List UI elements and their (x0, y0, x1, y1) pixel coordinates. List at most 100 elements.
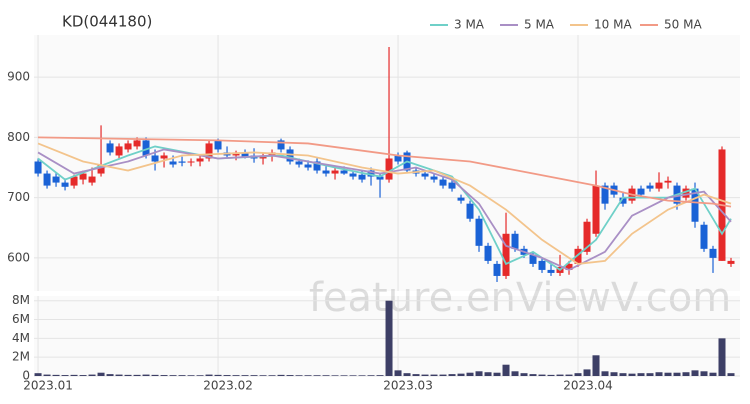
volume-bar (178, 375, 186, 376)
volume-bar (727, 373, 735, 376)
volume-bar (502, 364, 510, 376)
candle-body (43, 173, 51, 186)
candle-body (385, 158, 393, 180)
candle-body (88, 176, 96, 183)
candle-body (142, 140, 150, 156)
candle-body (178, 161, 186, 163)
candle-body (502, 233, 510, 276)
candle-body (313, 161, 321, 171)
volume-bar (304, 375, 312, 376)
volume-bar (259, 375, 267, 376)
x-tick-label: 2023.02 (203, 379, 253, 393)
volume-bar (664, 372, 672, 376)
volume-bar (403, 373, 411, 376)
candle-body (214, 140, 222, 150)
volume-bar (160, 375, 168, 376)
volume-bar (421, 374, 429, 376)
chart-title: KD(044180) (62, 13, 152, 31)
candle-body (664, 180, 672, 183)
candle-body (358, 174, 366, 180)
volume-bar (718, 338, 726, 376)
volume-bar (601, 371, 609, 376)
candle-body (367, 170, 375, 177)
candle-body (574, 248, 582, 264)
volume-bar (610, 372, 618, 376)
candle-body (691, 188, 699, 222)
volume-bar (367, 375, 375, 376)
volume-bar (79, 375, 87, 376)
candle-body (349, 173, 357, 177)
volume-bar (97, 372, 105, 376)
volume-bar (268, 375, 276, 376)
candle-body (592, 185, 600, 234)
candle-body (187, 161, 195, 163)
legend-label: 50 MA (664, 18, 702, 32)
candle-body (322, 170, 330, 174)
y2-tick-label: 6M (12, 312, 30, 326)
watermark: feature.enViewV.com (309, 275, 731, 321)
volume-bar (565, 374, 573, 376)
candle-body (538, 260, 546, 270)
candle-body (376, 176, 384, 180)
candle-body (97, 164, 105, 174)
candle-body (295, 161, 303, 165)
volume-bar (376, 375, 384, 376)
volume-bar (592, 355, 600, 376)
volume-bar (448, 374, 456, 376)
y2-tick-label: 0 (22, 369, 30, 383)
candle-body (115, 146, 123, 156)
candle-body (52, 176, 60, 183)
candle-body (34, 161, 42, 174)
volume-bar (169, 375, 177, 376)
candle-body (655, 182, 663, 189)
x-tick-label: 2023.03 (383, 379, 433, 393)
volume-bar (43, 374, 51, 376)
volume-bar (385, 300, 393, 376)
volume-bar (430, 374, 438, 376)
candle-body (286, 149, 294, 162)
candle-body (583, 221, 591, 252)
volume-bar (205, 374, 213, 376)
volume-bar (286, 375, 294, 376)
volume-bar (691, 370, 699, 376)
candle-body (61, 182, 69, 187)
volume-bar (511, 371, 519, 376)
volume-bar (250, 375, 258, 376)
ma-line (38, 136, 732, 208)
candle-body (160, 155, 168, 159)
volume-bar (61, 375, 69, 376)
volume-bar (673, 372, 681, 376)
volume-bar (196, 375, 204, 376)
candle-body (727, 260, 735, 264)
candle-body (646, 185, 654, 189)
volume-bar (52, 374, 60, 376)
volume-bar (349, 375, 357, 376)
candle-body (151, 155, 159, 162)
candle-body (205, 143, 213, 159)
candle-body (457, 197, 465, 201)
ma-line (37, 142, 732, 265)
volume-bar (709, 372, 717, 376)
volume-bar (457, 373, 465, 376)
legend-label: 5 MA (524, 18, 555, 32)
candle-body (79, 173, 87, 180)
candle-body (124, 143, 132, 150)
volume-bar (628, 373, 636, 376)
volume-bar (277, 374, 285, 376)
volume-bar (394, 370, 402, 376)
y-tick-label: 700 (7, 190, 30, 204)
candle-body (484, 245, 492, 261)
candle-body (529, 254, 537, 264)
candle-body (682, 188, 690, 198)
volume-bar (538, 374, 546, 376)
x-tick-label: 2023.04 (563, 379, 613, 393)
y2-tick-label: 2M (12, 350, 30, 364)
candle-body (601, 185, 609, 204)
volume-bar (70, 374, 78, 376)
volume-bar (322, 375, 330, 376)
volume-bar (637, 373, 645, 376)
volume-bar (556, 374, 564, 376)
candle-body (430, 176, 438, 180)
volume-bar (619, 373, 627, 376)
candle-body (277, 140, 285, 150)
